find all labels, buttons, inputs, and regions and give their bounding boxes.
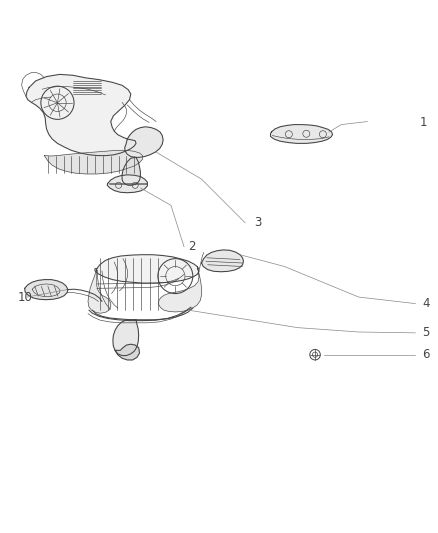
Polygon shape <box>95 255 199 283</box>
Polygon shape <box>115 344 140 360</box>
Text: 3: 3 <box>254 216 261 229</box>
Text: 1: 1 <box>420 116 427 129</box>
Polygon shape <box>201 250 244 272</box>
Polygon shape <box>26 75 136 156</box>
Polygon shape <box>25 280 68 300</box>
Polygon shape <box>44 150 143 174</box>
Polygon shape <box>271 125 332 143</box>
Text: 10: 10 <box>18 290 33 304</box>
Polygon shape <box>159 266 201 312</box>
Polygon shape <box>122 157 141 185</box>
Polygon shape <box>125 127 163 157</box>
Text: 2: 2 <box>188 240 196 253</box>
Polygon shape <box>88 269 111 313</box>
Text: 5: 5 <box>422 326 429 340</box>
Text: 4: 4 <box>422 297 430 310</box>
Polygon shape <box>107 175 148 193</box>
Text: 6: 6 <box>422 348 430 361</box>
Polygon shape <box>113 320 139 356</box>
